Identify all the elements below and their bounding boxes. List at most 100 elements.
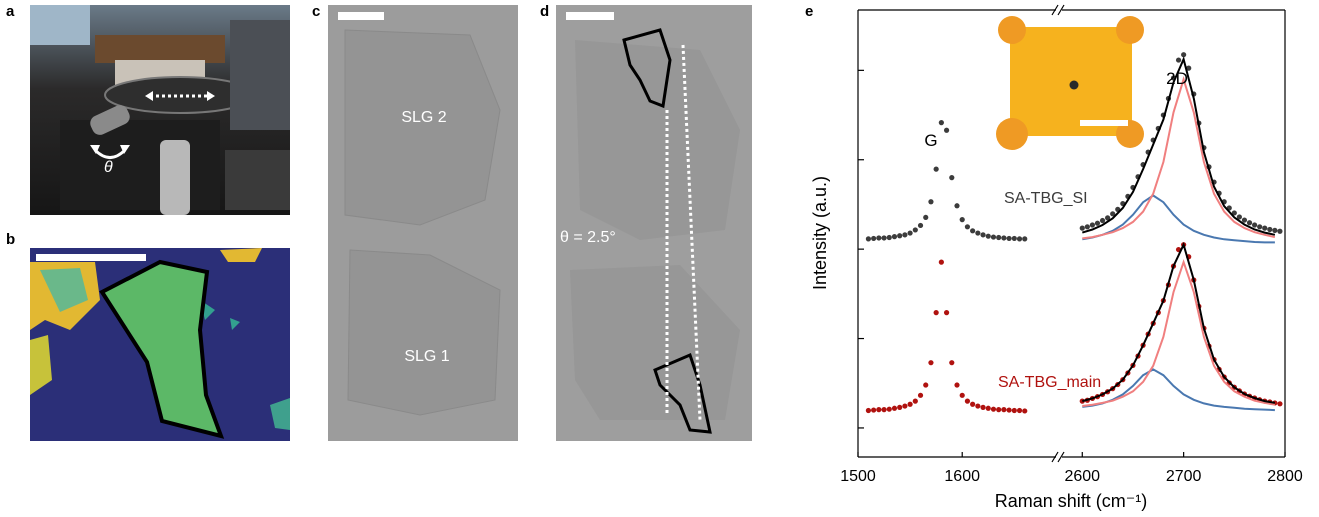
data-point <box>938 259 944 265</box>
data-point <box>1186 65 1192 71</box>
data-point <box>964 398 971 404</box>
data-point <box>928 199 934 205</box>
flake-label: SLG 1 <box>404 348 449 365</box>
data-point <box>923 382 929 388</box>
data-point <box>923 214 929 221</box>
data-point <box>886 234 892 241</box>
data-point <box>1011 407 1017 414</box>
data-point <box>949 175 955 181</box>
data-point <box>1277 228 1283 234</box>
photo-setup <box>30 5 290 215</box>
data-point <box>917 392 924 398</box>
series-label: SA-TBG_main <box>998 374 1101 391</box>
data-point <box>865 407 872 414</box>
data-point <box>1181 52 1187 58</box>
data-point <box>1246 220 1253 226</box>
data-point <box>876 407 882 413</box>
y-axis-label: Intensity (a.u.) <box>810 176 830 290</box>
data-point <box>964 224 971 230</box>
series-label: SA-TBG_SI <box>1004 190 1088 207</box>
data-point <box>1105 215 1111 221</box>
data-point <box>871 407 877 413</box>
data-point <box>1262 225 1268 231</box>
data-point <box>943 127 950 133</box>
data-point <box>1006 235 1012 242</box>
data-point <box>1022 236 1028 242</box>
fit-curve <box>1082 75 1276 240</box>
data-point <box>1016 236 1023 242</box>
data-point <box>1231 210 1237 216</box>
data-point <box>1001 407 1007 413</box>
data-point <box>1022 408 1028 414</box>
sem-image <box>556 5 752 441</box>
fit-curve <box>1082 258 1276 407</box>
data-point <box>902 232 908 238</box>
data-point <box>1175 57 1182 63</box>
data-point <box>897 233 903 239</box>
data-point <box>865 236 872 242</box>
data-point <box>1272 227 1278 233</box>
data-point <box>1277 401 1283 407</box>
data-point <box>1016 407 1023 414</box>
flake-label: SLG 2 <box>401 109 446 126</box>
peak-label: G <box>924 131 937 150</box>
inset-image <box>996 16 1144 150</box>
axis-break <box>1051 4 1059 16</box>
data-point <box>954 203 960 209</box>
data-point <box>990 234 997 240</box>
data-point <box>897 404 903 410</box>
data-point <box>881 407 887 413</box>
panel-label: d <box>540 3 549 20</box>
data-point <box>975 403 981 409</box>
data-point <box>980 232 986 238</box>
panel-label: c <box>312 3 320 20</box>
data-point <box>959 217 965 223</box>
data-point <box>1251 222 1258 228</box>
fit-curve <box>1082 368 1275 412</box>
data-point <box>917 222 924 229</box>
data-point <box>996 407 1002 413</box>
data-point <box>1094 220 1101 226</box>
data-point <box>907 230 913 236</box>
panel-label: a <box>6 3 15 20</box>
data-point <box>907 401 913 407</box>
x-tick-label: 2700 <box>1166 468 1202 485</box>
data-point <box>902 403 908 409</box>
data-point <box>954 382 960 388</box>
data-point <box>985 233 991 239</box>
theta-label: θ <box>104 159 113 176</box>
data-point <box>881 235 887 241</box>
data-point <box>1011 235 1017 242</box>
data-point <box>996 234 1002 241</box>
data-point <box>943 310 950 316</box>
fit-curve <box>1082 241 1276 404</box>
data-point <box>975 230 981 236</box>
data-point <box>891 234 898 240</box>
data-point <box>949 360 955 366</box>
data-point <box>985 405 991 411</box>
data-point <box>912 398 918 404</box>
data-point <box>970 401 976 407</box>
data-point <box>970 228 976 234</box>
x-axis-label: Raman shift (cm⁻¹) <box>995 491 1148 511</box>
data-point <box>1257 224 1263 230</box>
data-point <box>959 392 965 398</box>
x-tick-label: 2600 <box>1064 468 1100 485</box>
data-point <box>1006 407 1012 413</box>
data-point <box>1236 214 1242 220</box>
data-point <box>933 310 939 316</box>
data-point <box>1089 222 1096 228</box>
data-point <box>1099 217 1106 224</box>
data-point <box>1241 217 1248 223</box>
panel-label: b <box>6 231 15 248</box>
data-point <box>1001 235 1007 241</box>
panel-label: e <box>805 3 813 20</box>
x-tick-label: 1600 <box>944 468 980 485</box>
fit-curve <box>1082 194 1275 244</box>
map-image <box>30 248 290 441</box>
data-point <box>891 405 898 411</box>
axis-break <box>1057 4 1065 16</box>
data-point <box>1267 226 1273 233</box>
fit-curve <box>1082 56 1276 236</box>
